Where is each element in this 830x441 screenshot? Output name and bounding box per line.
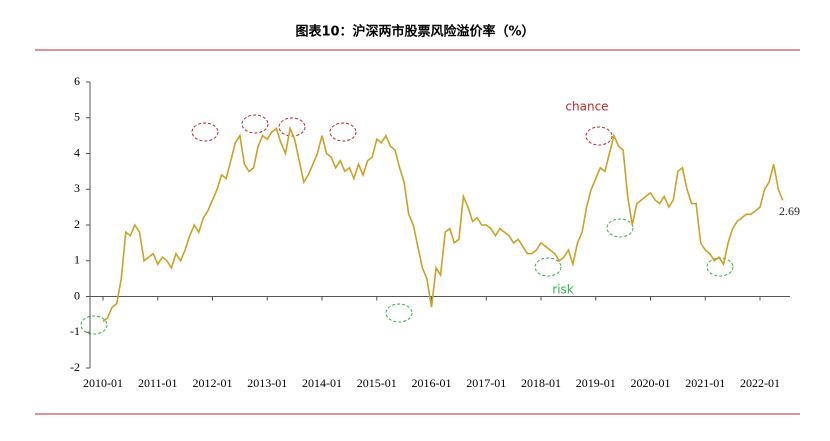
- y-tick-label: 3: [74, 181, 80, 195]
- annotation: risk: [552, 283, 574, 297]
- x-tick-label: 2020-01: [631, 376, 671, 390]
- risk-ellipse: [80, 315, 108, 335]
- risk-ellipse: [606, 218, 634, 238]
- y-tick-label: 5: [74, 110, 80, 124]
- y-tick-label: 1: [74, 253, 80, 267]
- x-tick-label: 2017-01: [466, 376, 506, 390]
- x-tick-label: 2018-01: [521, 376, 561, 390]
- chance-ellipse: [241, 114, 269, 134]
- chance-ellipse: [278, 117, 306, 137]
- risk-ellipse: [706, 257, 734, 277]
- annotation: 2.69: [779, 204, 800, 218]
- annotation: chance: [565, 100, 608, 114]
- y-tick-label: 6: [74, 74, 80, 88]
- risk-ellipse: [534, 257, 562, 277]
- x-tick-label: 2010-01: [83, 376, 123, 390]
- x-tick-label: 2019-01: [576, 376, 616, 390]
- y-tick-label: 4: [74, 145, 80, 159]
- chance-ellipse: [329, 122, 357, 142]
- risk-ellipse: [385, 303, 413, 323]
- y-tick-label: 2: [74, 217, 80, 231]
- y-tick-label: -2: [70, 360, 80, 374]
- y-tick-label: 0: [74, 288, 80, 302]
- y-tick-label: -1: [70, 324, 80, 338]
- chart-title: 图表10：沪深两市股票风险溢价率（%）: [295, 24, 534, 40]
- chance-ellipse: [191, 122, 219, 142]
- x-tick-label: 2016-01: [412, 376, 452, 390]
- x-tick-label: 2021-01: [685, 376, 725, 390]
- series-line: [102, 125, 784, 323]
- highlight-ellipses: [80, 114, 734, 335]
- x-tick-label: 2014-01: [302, 376, 342, 390]
- x-tick-label: 2011-01: [138, 376, 178, 390]
- chance-ellipse: [585, 126, 613, 146]
- x-tick-label: 2015-01: [357, 376, 397, 390]
- x-tick-label: 2012-01: [193, 376, 233, 390]
- x-tick-label: 2022-01: [740, 376, 780, 390]
- x-tick-label: 2013-01: [247, 376, 287, 390]
